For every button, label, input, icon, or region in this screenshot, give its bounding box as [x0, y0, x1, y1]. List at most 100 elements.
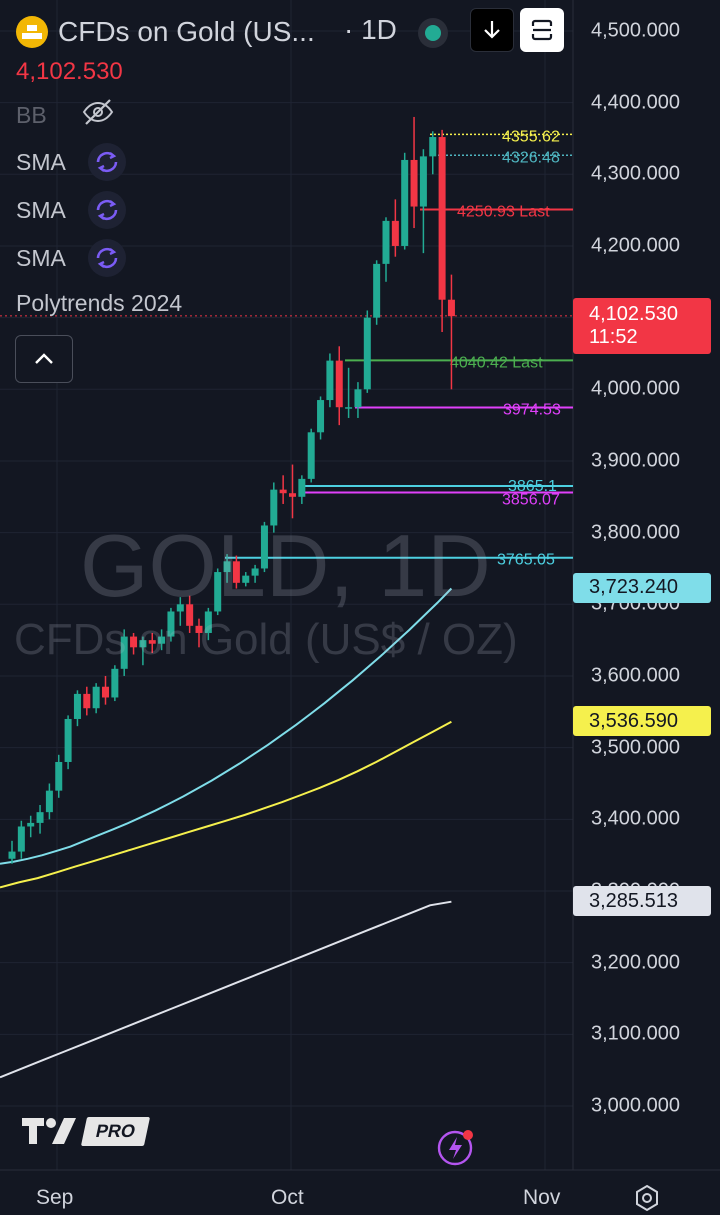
level-label: 4355.62 — [502, 128, 560, 145]
candle-body — [242, 575, 250, 583]
sma-slow-price-tag: 3,285.513 — [573, 886, 711, 917]
indicator-sma-3[interactable]: SMA — [16, 238, 126, 278]
price-axis-label: 4,300.000 — [591, 162, 680, 185]
symbol-title[interactable]: CFDs on Gold (US... — [58, 16, 315, 47]
sma-fast-line — [0, 587, 453, 865]
flash-button[interactable] — [435, 1127, 475, 1167]
level-label: 3974.53 — [503, 402, 561, 419]
price-axis-label: 3,800.000 — [591, 521, 680, 544]
level-label: 3765.05 — [497, 552, 555, 569]
candle-body — [429, 137, 437, 157]
tradingview-logo[interactable]: PRO — [20, 1116, 151, 1146]
download-button[interactable] — [470, 8, 514, 52]
indicator-bb[interactable]: BB — [16, 95, 115, 135]
indicator-sma-2[interactable]: SMA — [16, 190, 126, 230]
candle-body — [307, 432, 315, 479]
collapse-legend-button[interactable] — [15, 335, 73, 383]
price-axis-label: 4,500.000 — [591, 19, 680, 42]
sma-mid-line — [0, 720, 452, 889]
candle-body — [73, 693, 81, 719]
candle-body — [298, 478, 306, 497]
level-label: 4040.42 Last — [450, 354, 543, 371]
loading-spinner-icon — [87, 239, 126, 277]
candle-body — [111, 668, 119, 698]
candle-body — [289, 493, 296, 497]
sma-slow-price: 3,285.513 — [589, 889, 678, 912]
candle-body — [186, 604, 194, 626]
price-axis-label: 3,100.000 — [591, 1022, 680, 1045]
candle-body — [167, 611, 175, 637]
candle-body — [363, 317, 371, 390]
candle-body — [373, 263, 381, 318]
indicator-sma-1[interactable]: SMA — [16, 142, 126, 182]
candle-body — [139, 640, 147, 648]
time-label-sep: Sep — [36, 1186, 74, 1209]
candle-countdown: 11:52 — [589, 325, 638, 348]
candle-body — [8, 851, 16, 859]
candle-body — [148, 640, 156, 644]
candle-body — [401, 159, 409, 246]
loading-spinner-icon — [87, 143, 126, 181]
candle-body — [64, 718, 72, 762]
candle-body — [326, 360, 334, 401]
level-label: 3856.07 — [502, 491, 560, 508]
fullscreen-button[interactable] — [520, 8, 564, 52]
candle-body — [83, 693, 91, 709]
interval-label[interactable]: · 1D — [344, 14, 397, 45]
loading-spinner-icon — [87, 191, 126, 229]
candle-body — [158, 636, 166, 644]
candle-body — [130, 636, 138, 648]
candle-body — [270, 489, 278, 526]
settings-button[interactable] — [632, 1183, 662, 1213]
indicator-polytrends[interactable]: Polytrends 2024 — [16, 290, 183, 316]
candle-body — [279, 489, 287, 494]
candle-body — [92, 686, 100, 709]
candle-body — [223, 561, 231, 573]
candle-body — [251, 568, 259, 576]
candle-body — [120, 636, 128, 669]
sma-fast-price-tag: 3,723.240 — [573, 572, 711, 603]
indicator-sma-label: SMA — [16, 196, 66, 223]
price-axis-label: 4,000.000 — [591, 377, 680, 400]
price-axis-label: 3,600.000 — [591, 664, 680, 687]
candle-body — [102, 686, 109, 698]
candle-body — [27, 822, 35, 827]
price-axis-label: 3,900.000 — [591, 449, 680, 472]
candle-body — [214, 572, 222, 612]
header-last-price: 4,102.530 — [16, 58, 123, 85]
candle-body — [55, 761, 63, 791]
settings-gear-icon — [636, 1184, 658, 1212]
candle-body — [232, 561, 240, 583]
current-price-tag: 4,102.530 11:52 — [573, 297, 711, 354]
current-price: 4,102.530 — [589, 302, 678, 325]
candle-body — [345, 407, 353, 409]
eye-off-icon[interactable] — [81, 97, 115, 133]
time-label-oct: Oct — [271, 1186, 304, 1209]
candle-body — [317, 400, 325, 433]
indicator-sma-label: SMA — [16, 148, 66, 175]
price-axis-label: 4,400.000 — [591, 91, 680, 114]
candle-body — [438, 137, 446, 300]
candle-body — [204, 611, 212, 633]
candle-body — [17, 826, 25, 852]
candle-body — [36, 812, 44, 823]
sma-fast-price: 3,723.240 — [589, 576, 678, 599]
indicator-bb-label: BB — [16, 101, 47, 128]
gold-bars-icon — [16, 16, 48, 48]
candle-body — [176, 604, 184, 612]
level-label: 3865.1 — [508, 478, 557, 495]
price-axis-label: 3,200.000 — [591, 951, 680, 974]
indicator-sma-label: SMA — [16, 244, 66, 271]
symbol-header[interactable]: CFDs on Gold (US... — [16, 12, 315, 52]
arrow-down-icon — [484, 21, 500, 39]
price-axis-label: 3,000.000 — [591, 1094, 680, 1117]
candle-body — [335, 360, 343, 408]
chevron-up-icon — [35, 353, 53, 364]
time-label-nov: Nov — [523, 1186, 561, 1209]
level-label: 4250.93 Last — [457, 203, 550, 220]
candle-body — [391, 220, 399, 246]
price-axis-label: 4,200.000 — [591, 234, 680, 257]
candle-body — [354, 389, 362, 408]
